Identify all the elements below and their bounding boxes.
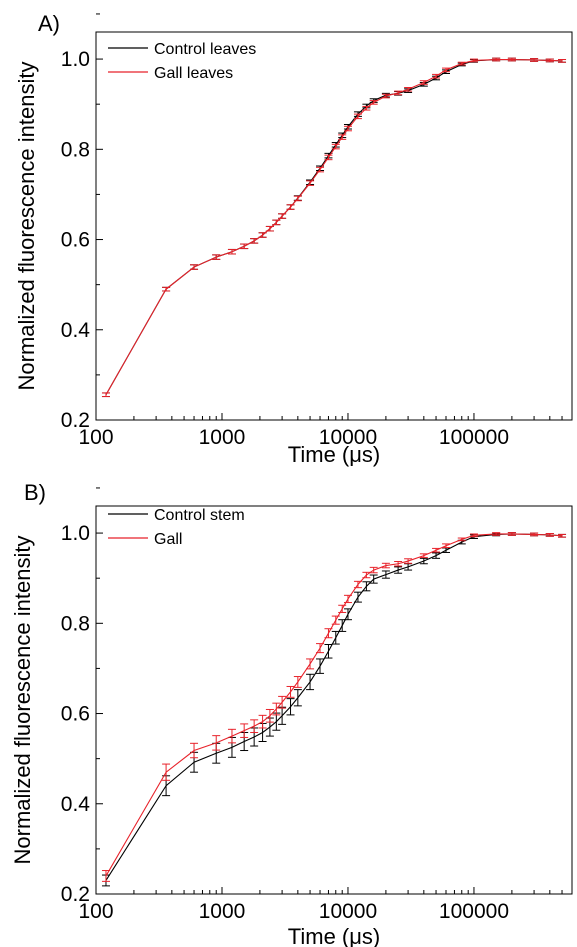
x-tick-label: 1000 — [199, 900, 246, 923]
x-tick-label: 100000 — [439, 426, 509, 449]
y-tick-label: 0.4 — [61, 793, 91, 816]
panel-label: A) — [38, 11, 60, 36]
series-0 — [101, 532, 567, 887]
series-0 — [101, 57, 567, 398]
y-tick-label: 0.6 — [61, 703, 90, 726]
series-1 — [101, 532, 567, 882]
y-tick-label: 0.6 — [61, 229, 90, 252]
plot-frame — [95, 505, 573, 895]
x-tick-label: 100000 — [439, 900, 509, 923]
legend-label: Gall leaves — [154, 65, 233, 82]
y-tick-label: 1.0 — [61, 48, 90, 71]
series-1 — [101, 57, 567, 398]
series-line — [105, 533, 563, 881]
x-tick-label: 10000 — [319, 426, 377, 449]
panel-label: B) — [24, 480, 46, 505]
x-tick-label: 1000 — [199, 426, 246, 449]
x-tick-label: 100 — [78, 900, 113, 923]
y-axis-title: Normalized fluorescence intensity — [14, 62, 39, 391]
chart-a-svg: A) 0.2 0.4 0.6 0.8 1.0 100 1000 10000 100000 Time … — [14, 11, 573, 467]
x-tick-label: 10000 — [319, 900, 377, 923]
chart-panel-b: B) 0.2 0.4 0.6 0.8 1.0 100 1000 10000 100000 Time … — [0, 470, 577, 947]
y-tick-label: 0.4 — [61, 319, 91, 342]
series-line — [105, 58, 563, 396]
x-tick-label: 100 — [78, 426, 113, 449]
y-tick-label: 0.8 — [61, 612, 90, 635]
series-line — [105, 533, 563, 877]
chart-panel-a: A) 0.2 0.4 0.6 0.8 1.0 100 1000 10000 100000 Time … — [0, 0, 577, 470]
x-axis-title: Time (μs) — [288, 442, 381, 467]
y-tick-label: 0.2 — [61, 409, 90, 432]
plot-frame — [95, 31, 573, 421]
legend-label: Gall — [154, 531, 182, 548]
y-tick-label: 0.8 — [61, 138, 90, 161]
y-axis-title: Normalized fluorescence intensity — [10, 536, 35, 865]
x-axis-title: Time (μs) — [288, 924, 381, 947]
legend-label: Control stem — [154, 507, 245, 524]
y-tick-label: 1.0 — [61, 522, 90, 545]
legend-label: Control leaves — [154, 41, 256, 58]
chart-b-svg: B) 0.2 0.4 0.6 0.8 1.0 100 1000 10000 100000 Time … — [10, 480, 573, 947]
series-line — [105, 58, 563, 396]
y-tick-label: 0.2 — [61, 883, 90, 906]
